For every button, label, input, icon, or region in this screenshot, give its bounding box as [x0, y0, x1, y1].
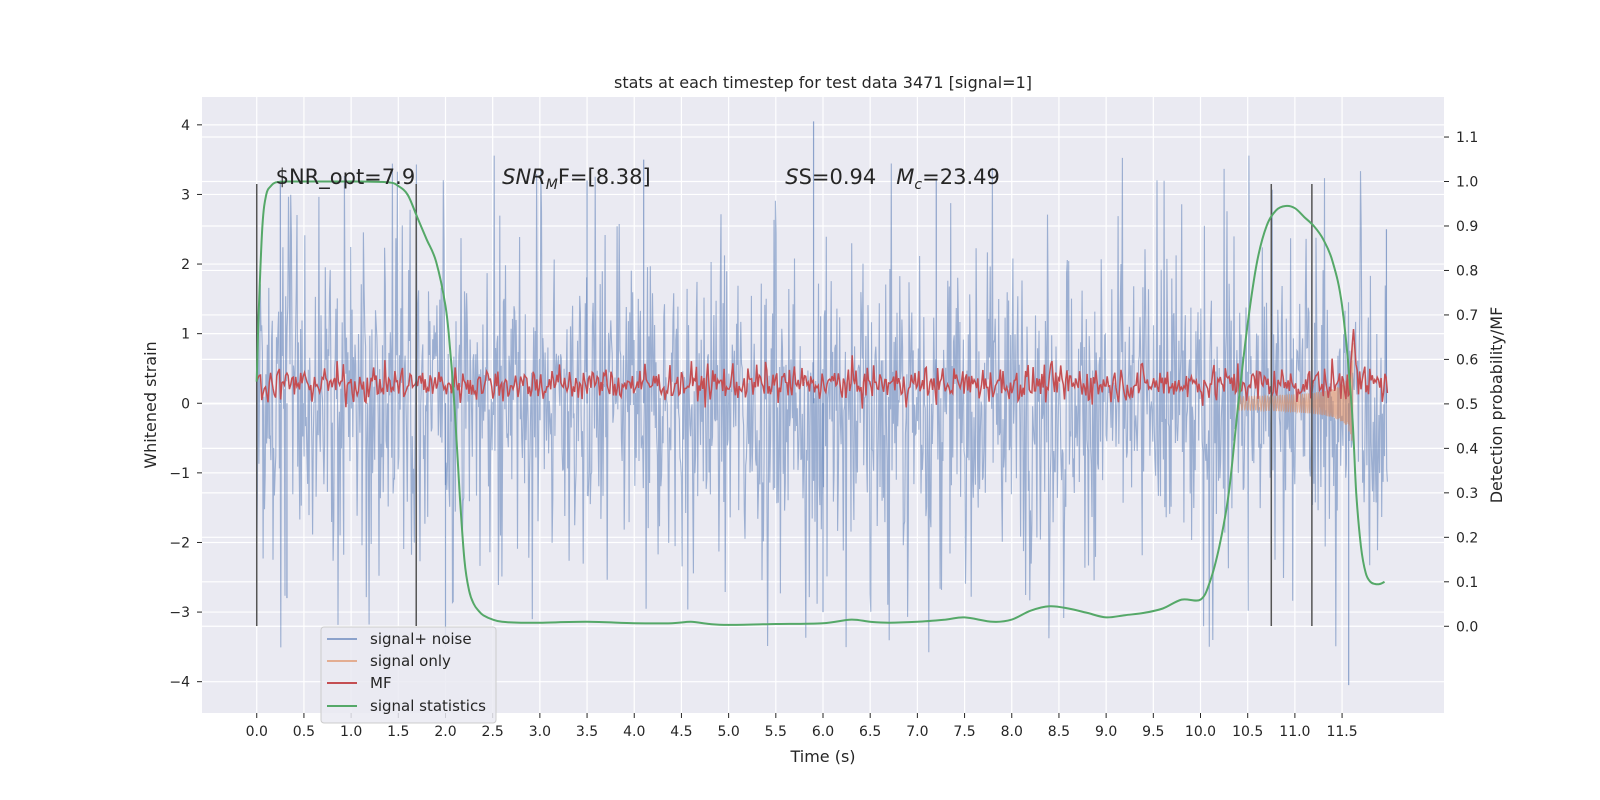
legend-item-signal-only: signal only: [327, 652, 451, 670]
x-tick-label: 9.0: [1095, 724, 1117, 740]
legend-box: [320, 626, 497, 724]
annotation-s-mc: SS=0.94 Mc=23.49: [785, 165, 1000, 193]
x-tick-label: 8.5: [1048, 724, 1070, 740]
legend-label: signal statistics: [370, 697, 486, 715]
x-tick-label: 1.0: [340, 724, 362, 740]
x-tick-label: 3.5: [576, 724, 598, 740]
y-left-tick-label: −3: [169, 605, 190, 621]
x-tick-label: 4.0: [623, 724, 645, 740]
legend-item-signal-noise: signal+ noise: [327, 630, 472, 648]
x-tick-label: 9.5: [1142, 724, 1164, 740]
x-tick-label: 2.0: [434, 724, 456, 740]
legend-label: signal+ noise: [370, 630, 472, 648]
x-tick-label: 11.0: [1279, 724, 1310, 740]
y-right-tick-label: 0.6: [1456, 352, 1478, 368]
mf-line: [255, 329, 1389, 409]
x-tick-label: 3.0: [529, 724, 551, 740]
x-axis-ticks: 0.0 0.5 1.0 1.5 2.0 2.5 3.0 3.5 4.0 4.5 5.0 5.5 6.0 6…: [246, 713, 1358, 740]
x-tick-label: 8.0: [1001, 724, 1023, 740]
y-axis-left-ticks: −4 −3 −2 −1 0 1 2 3 4: [169, 118, 202, 691]
x-tick-label: 10.0: [1185, 724, 1216, 740]
y-right-tick-label: 0.3: [1456, 486, 1478, 502]
y-right-tick-label: 0.7: [1456, 308, 1478, 324]
series-mf: [255, 329, 1389, 409]
y-left-tick-label: 0: [181, 396, 190, 412]
x-tick-label: 6.5: [859, 724, 881, 740]
x-tick-label: 6.0: [812, 724, 834, 740]
legend-label: MF: [370, 674, 392, 692]
series-signal-noise: [256, 121, 1388, 686]
y-left-tick-label: −1: [169, 466, 190, 482]
y-left-tick-label: 1: [181, 327, 190, 343]
legend-item-mf: MF: [327, 674, 392, 692]
x-tick-label: 0.0: [246, 724, 268, 740]
legend-item-signal-statistics: signal statistics: [327, 697, 486, 715]
signal-statistics-line: [255, 180, 1385, 626]
x-tick-label: 0.5: [293, 724, 315, 740]
y-left-tick-label: 2: [181, 257, 190, 273]
x-tick-label: 2.5: [482, 724, 504, 740]
x-tick-label: 4.5: [670, 724, 692, 740]
y-right-tick-label: 1.0: [1456, 175, 1478, 191]
x-tick-label: 7.5: [953, 724, 975, 740]
y-left-tick-label: 4: [181, 118, 190, 134]
y-left-tick-label: 3: [181, 187, 190, 203]
y-right-tick-label: 1.1: [1456, 130, 1478, 146]
y-left-tick-label: −2: [169, 535, 190, 551]
x-axis-label: Time (s): [789, 747, 855, 766]
vertical-marker-lines: [255, 184, 1313, 626]
y-right-tick-label: 0.8: [1456, 263, 1478, 279]
y-axis-left-label: Whitened strain: [141, 341, 160, 468]
x-tick-label: 7.0: [906, 724, 928, 740]
y-right-tick-label: 0.0: [1456, 619, 1478, 635]
chart-title: stats at each timestep for test data 347…: [614, 73, 1032, 92]
x-tick-label: 10.5: [1232, 724, 1263, 740]
legend-label: signal only: [370, 652, 451, 670]
y-right-tick-label: 0.4: [1456, 441, 1478, 457]
series-signal-statistics: [255, 180, 1385, 626]
y-right-tick-label: 0.5: [1456, 397, 1478, 413]
y-left-tick-label: −4: [169, 675, 190, 691]
y-right-tick-label: 0.9: [1456, 219, 1478, 235]
x-tick-label: 11.5: [1326, 724, 1357, 740]
x-tick-label: 5.5: [765, 724, 787, 740]
y-right-tick-label: 0.1: [1456, 575, 1478, 591]
x-tick-label: 1.5: [387, 724, 409, 740]
annotation-snr-mf: SNRMF=[8.38]: [502, 165, 651, 193]
annotation-snr-opt: $NR_opt=7.9: [276, 165, 416, 190]
y-axis-right-ticks: 0.0 0.1 0.2 0.3 0.4 0.5 0.6 0.7 0.8 0.9 1.0 1.1: [1444, 130, 1478, 635]
y-axis-right-label: Detection probability/MF: [1487, 307, 1506, 504]
x-tick-label: 5.0: [717, 724, 739, 740]
legend: signal+ noise signal only MF signal stat…: [320, 626, 497, 724]
y-right-tick-label: 0.2: [1456, 530, 1478, 546]
